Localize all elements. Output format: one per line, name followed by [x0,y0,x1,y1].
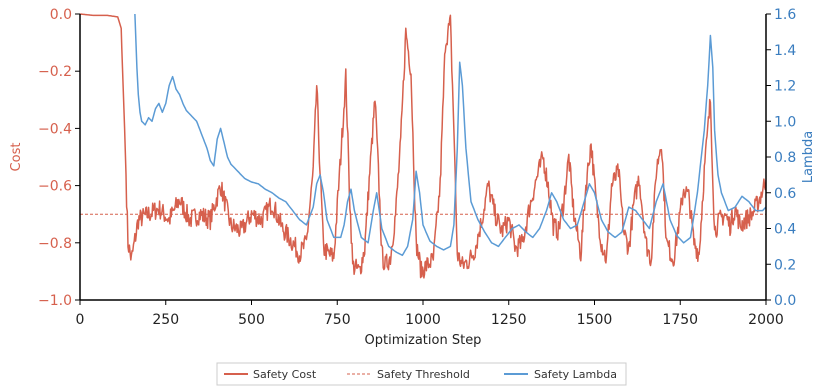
legend-frame [216,362,627,386]
y-left-tick-label: −0.2 [38,64,72,80]
y-right-tick-label: 0.8 [774,150,796,166]
y-left-tick-label: −0.6 [38,179,72,195]
y-right-tick-label: 0.6 [774,186,796,202]
x-axis-title: Optimization Step [365,333,482,348]
y-right-tick-label: 1.0 [774,114,796,130]
x-tick-label: 500 [238,312,265,328]
x-tick-label: 1250 [491,312,527,328]
x-tick-label: 2000 [748,312,784,328]
legend-label-safety-threshold: Safety Threshold [377,368,470,381]
legend: Safety Cost Safety Threshold Safety Lamb… [216,362,627,386]
x-tick-label: 750 [324,312,351,328]
x-tick-label: 1750 [662,312,698,328]
x-tick-label: 250 [152,312,179,328]
y-right-axis-title: Lambda [801,131,816,183]
y-right-tick-label: 0.4 [774,222,796,238]
x-tick-label: 1000 [405,312,441,328]
y-left-tick-label: −0.4 [38,121,72,137]
legend-label-safety-lambda: Safety Lambda [534,368,617,381]
y-right-tick-label: 0.2 [774,257,796,273]
y-right-tick-label: 1.2 [774,79,796,95]
series-layer [80,13,766,279]
y-left-tick-label: 0.0 [50,7,72,23]
x-tick-label: 0 [76,312,85,328]
y-left-tick-label: −1.0 [38,293,72,309]
y-left-axis-title: Cost [9,143,24,172]
y-right-tick-label: 1.6 [774,7,796,23]
y-right-tick-label: 1.4 [774,43,796,59]
series-safety-cost [80,13,766,279]
series-safety-lambda [134,13,766,257]
axes-layer: 0 250 500 750 1000 1250 1500 1750 2000 0.0 −0.2 −0.… [38,7,796,328]
y-left-tick-label: −0.8 [38,236,72,252]
y-right-tick-label: 0.0 [774,293,796,309]
x-tick-label: 1500 [577,312,613,328]
legend-label-safety-cost: Safety Cost [253,368,317,381]
